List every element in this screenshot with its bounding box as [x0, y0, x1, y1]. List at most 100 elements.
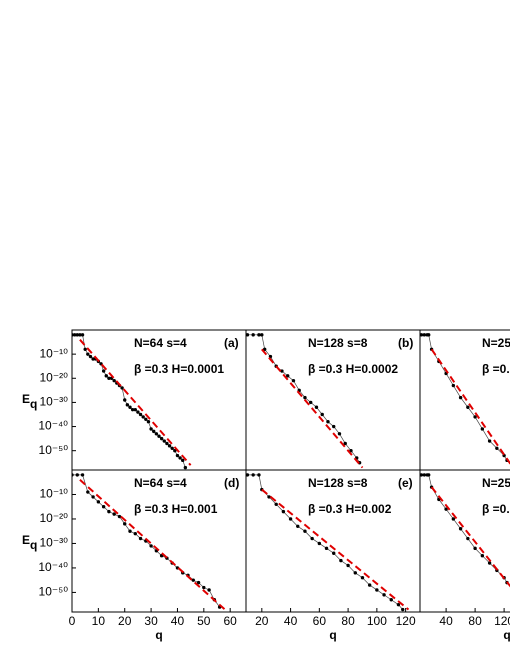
- data-point: [75, 473, 79, 477]
- data-point: [280, 369, 284, 373]
- plot-area: [72, 473, 226, 611]
- x-tick-label: 120: [494, 614, 510, 628]
- data-point: [130, 407, 135, 412]
- panel-frame: [71, 469, 247, 613]
- data-point: [104, 374, 108, 378]
- y-tick-label: 10⁻³⁰: [40, 536, 69, 550]
- data-point: [420, 473, 424, 477]
- data-point: [473, 415, 477, 419]
- panel-label: (b): [398, 336, 413, 350]
- plot-area: [246, 473, 410, 612]
- data-point: [181, 458, 185, 463]
- fit-line: [79, 338, 192, 466]
- plot-area: [420, 473, 510, 588]
- plot-area: [246, 333, 364, 469]
- data-point: [480, 553, 485, 558]
- data-point: [458, 527, 463, 531]
- x-tick-label: 30: [144, 614, 158, 628]
- y-tick-label: 10⁻⁵⁰: [39, 585, 69, 599]
- y-axis-label: Eq: [22, 392, 37, 411]
- data-point: [167, 444, 172, 448]
- data-point: [339, 558, 343, 563]
- data-point: [281, 509, 286, 514]
- panel-frame: [71, 329, 247, 471]
- annotation: N=64 s=4: [134, 336, 187, 350]
- data-point: [170, 446, 174, 450]
- y-tick-label: 10⁻¹⁰: [40, 487, 69, 501]
- x-tick-label: 60: [313, 614, 327, 628]
- data-point: [72, 333, 77, 337]
- y-tick-label: 10⁻²⁰: [40, 511, 69, 525]
- x-tick-label: 80: [468, 614, 482, 628]
- x-tick-label: 40: [171, 614, 185, 628]
- data-point: [480, 427, 485, 431]
- annotation: β =0.3: [482, 502, 510, 516]
- x-tick-label: 80: [341, 614, 355, 628]
- annotation: N=64 s=4: [134, 476, 187, 490]
- data-point: [303, 529, 307, 533]
- y-tick-label: 10⁻¹⁰: [40, 346, 69, 360]
- x-tick-label: 40: [439, 614, 453, 628]
- data-point: [86, 352, 90, 356]
- data-point: [96, 500, 101, 504]
- panel-frame: [245, 469, 421, 613]
- data-point: [101, 369, 106, 373]
- annotation: β =0.3 H=0.0001: [134, 362, 224, 376]
- y-tick-label: 10⁻⁴⁰: [38, 419, 68, 433]
- y-tick-label: 10⁻²⁰: [40, 370, 69, 384]
- y-label-main: E: [22, 392, 30, 406]
- plot-area: [420, 333, 510, 465]
- data-line: [247, 334, 360, 463]
- data-point: [360, 576, 365, 580]
- data-point: [389, 598, 393, 602]
- data-point: [141, 415, 145, 419]
- data-point: [343, 441, 347, 446]
- data-point: [267, 495, 271, 499]
- data-point: [422, 333, 427, 337]
- y-tick-label: 10⁻⁴⁰: [38, 560, 68, 574]
- x-tick-label: 40: [284, 614, 298, 628]
- data-point: [183, 465, 188, 470]
- data-point: [317, 541, 322, 546]
- data-point: [288, 517, 293, 521]
- data-point: [83, 347, 87, 352]
- panel-label: (e): [398, 476, 413, 490]
- annotation: β =0.3: [482, 362, 510, 376]
- data-point: [191, 578, 195, 582]
- data-point: [149, 544, 153, 548]
- data-point: [466, 405, 470, 409]
- y-tick-label: 10⁻⁵⁰: [39, 443, 69, 457]
- data-point: [257, 473, 261, 477]
- data-point: [326, 420, 330, 424]
- data-point: [133, 407, 137, 412]
- y-label-sub: q: [30, 397, 37, 411]
- annotation: N=25: [482, 476, 510, 490]
- data-point: [346, 563, 350, 568]
- data-point: [138, 536, 143, 541]
- plot-area: [72, 333, 192, 470]
- panel-frame: [245, 329, 421, 471]
- data-point: [251, 473, 255, 477]
- data-point: [123, 398, 127, 402]
- data-point: [274, 502, 278, 506]
- panel-frame: [419, 469, 510, 613]
- data-point: [112, 512, 116, 516]
- x-tick-label: 120: [396, 614, 416, 628]
- annotation: N=128 s=8: [308, 476, 368, 490]
- data-point: [112, 378, 116, 383]
- data-point: [246, 333, 250, 337]
- data-point: [107, 509, 111, 514]
- data-point: [78, 333, 82, 337]
- data-point: [80, 333, 85, 337]
- data-point: [296, 524, 300, 529]
- data-point: [303, 395, 307, 400]
- y-label-sub: q: [30, 538, 37, 552]
- annotation: β =0.3 H=0.001: [134, 502, 218, 516]
- data-point: [260, 333, 264, 337]
- data-point: [314, 405, 319, 409]
- data-point: [125, 403, 130, 407]
- data-point: [91, 357, 95, 361]
- data-point: [286, 374, 290, 378]
- data-point: [444, 507, 448, 511]
